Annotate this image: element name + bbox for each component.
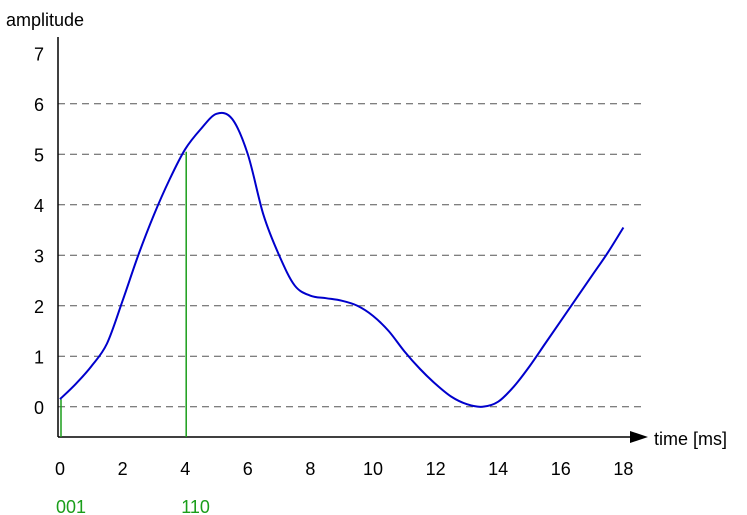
x-axis-title: time [ms] [654,429,727,449]
x-tick-label: 0 [55,459,65,479]
quantization-gridlines [58,103,643,408]
sample-markers: 001 110 [56,151,210,515]
sample-code-1: 110 [181,497,210,515]
y-tick-label: 2 [34,297,44,317]
x-tick-label: 10 [363,459,383,479]
y-tick-label: 0 [34,398,44,418]
x-tick-label: 2 [118,459,128,479]
y-tick-label: 4 [34,196,44,216]
y-tick-label: 6 [34,95,44,115]
y-tick-label: 7 [34,45,44,65]
signal-curve [59,111,625,408]
x-tick-label: 12 [426,459,446,479]
x-tick-label: 6 [243,459,253,479]
sample-code-0: 001 [56,497,86,515]
y-tick-label: 3 [34,247,44,267]
x-tick-label: 18 [613,459,633,479]
x-tick-label: 4 [180,459,190,479]
x-axis-arrowhead [630,431,648,443]
x-tick-label: 14 [488,459,508,479]
y-tick-label: 5 [34,146,44,166]
y-axis-title: amplitude [6,10,84,30]
x-tick-label: 16 [551,459,571,479]
y-tick-label: 1 [34,348,44,368]
axes [57,37,648,443]
x-tick-label: 8 [305,459,315,479]
